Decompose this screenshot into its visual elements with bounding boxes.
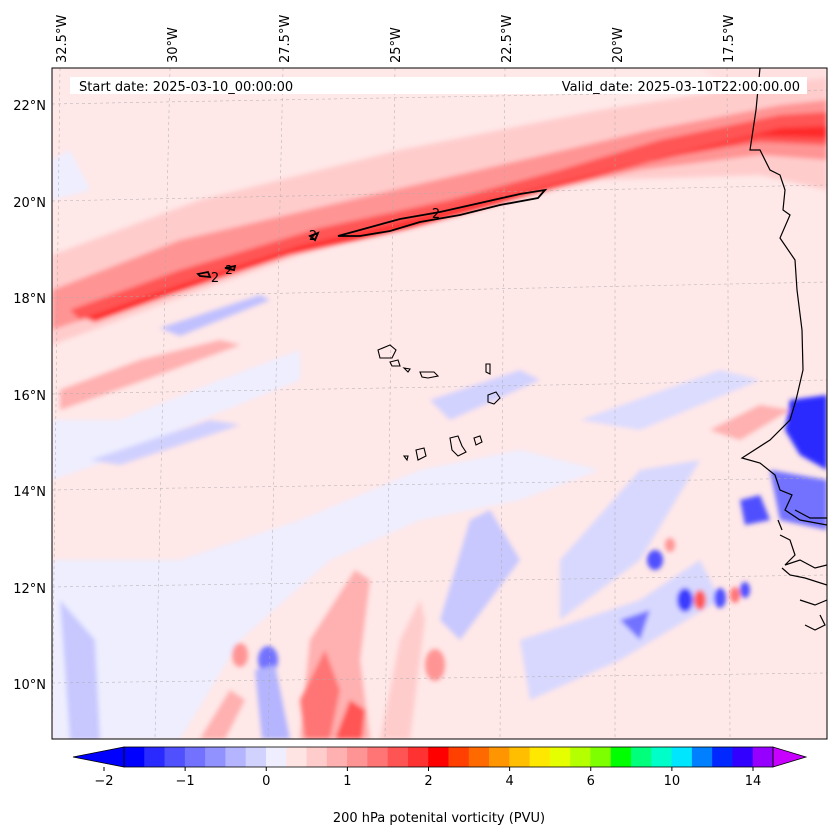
colorbar-cell — [144, 747, 165, 767]
colorbar-under-arrow — [72, 746, 125, 768]
contour-label: 2 — [225, 263, 233, 277]
colorbar-cell — [752, 747, 774, 767]
colorbar-cell — [610, 747, 632, 767]
date-header-band — [70, 77, 807, 94]
longitude-label: 17.5°W — [722, 15, 737, 63]
colorbar-cell — [651, 747, 672, 767]
colorbar-cell — [164, 747, 186, 767]
colorbar-cell — [549, 747, 571, 767]
colorbar-cell — [407, 747, 429, 767]
latitude-label: 16°N — [13, 389, 46, 404]
colorbar-cell — [712, 747, 733, 767]
latitude-label: 12°N — [13, 582, 46, 597]
colorbar-tick-label: 2 — [424, 774, 432, 789]
longitude-label: 22.5°W — [500, 15, 515, 63]
colorbar-tick-label: 1 — [343, 774, 351, 789]
latitude-label: 10°N — [13, 678, 46, 693]
start-date-label: Start date: 2025-03-10_00:00:00 — [79, 80, 293, 95]
colorbar-cell — [428, 747, 449, 767]
colorbar-cell — [489, 747, 510, 767]
contour-label: 2 — [211, 271, 219, 286]
colorbar-cell — [732, 747, 754, 767]
colorbar-cell — [367, 747, 389, 767]
longitude-labels: 32.5°W 30°W 27.5°W 25°W 22.5°W 20°W 17.5… — [55, 15, 737, 63]
longitude-label: 32.5°W — [55, 15, 70, 63]
colorbar-cell — [347, 747, 368, 767]
latitude-label: 22°N — [13, 99, 46, 114]
colorbar-tick-label: 0 — [262, 774, 270, 789]
coastline — [740, 68, 827, 631]
colorbar: −2 −1 0 1 2 4 6 10 14 200 hPa potenital vorticit… — [72, 746, 808, 826]
contour-label: 2 — [432, 207, 440, 222]
colorbar-cell — [306, 747, 328, 767]
colorbar-cell — [631, 747, 652, 767]
colorbar-cell — [509, 747, 531, 767]
colorbar-title: 200 hPa potenital vorticity (PVU) — [333, 811, 545, 826]
cape-verde-islands — [377, 344, 501, 462]
longitude-label: 27.5°W — [278, 15, 293, 63]
colorbar-cell — [590, 747, 612, 767]
colorbar-cell — [387, 747, 409, 767]
colorbar-tick-label: 10 — [664, 774, 681, 789]
map-gridlines — [52, 68, 827, 739]
colorbar-cell — [570, 747, 591, 767]
colorbar-cell — [225, 747, 247, 767]
colorbar-cell — [124, 747, 145, 767]
colorbar-cell — [286, 747, 307, 767]
longitude-label: 30°W — [166, 27, 181, 63]
latitude-label: 18°N — [13, 292, 46, 307]
colorbar-frame — [123, 746, 774, 768]
colorbar-cell — [671, 747, 693, 767]
map-frame — [51, 67, 828, 740]
latitude-labels: 22°N 20°N 18°N 16°N 14°N 12°N 10°N — [13, 99, 46, 693]
longitude-label: 25°W — [389, 27, 404, 63]
latitude-label: 14°N — [13, 485, 46, 500]
colorbar-tick-label: −2 — [94, 774, 113, 789]
valid-date-label: Valid_date: 2025-03-10T22:00:00.00 — [562, 80, 800, 95]
colorbar-tick-label: 14 — [745, 774, 762, 789]
latitude-label: 20°N — [13, 196, 46, 211]
colorbar-cell — [205, 747, 226, 767]
colorbar-cell — [326, 747, 348, 767]
colorbar-over-arrow — [772, 746, 808, 768]
colorbar-cell — [468, 747, 490, 767]
colorbar-cell — [691, 747, 713, 767]
colorbar-cell — [448, 747, 470, 767]
longitude-label: 20°W — [611, 27, 626, 63]
colorbar-tick-label: 4 — [505, 774, 513, 789]
contour-label: 2 — [309, 229, 317, 244]
colorbar-cell — [245, 747, 267, 767]
colorbar-cell — [265, 747, 287, 767]
colorbar-cell — [184, 747, 206, 767]
map-area[interactable]: 2 2 2 2 Start date: 202 — [52, 68, 827, 740]
colorbar-tick-label: −1 — [176, 774, 195, 789]
colorbar-cell — [529, 747, 551, 767]
pv-2-contour — [196, 188, 548, 279]
colorbar-tick-label: 6 — [587, 774, 595, 789]
